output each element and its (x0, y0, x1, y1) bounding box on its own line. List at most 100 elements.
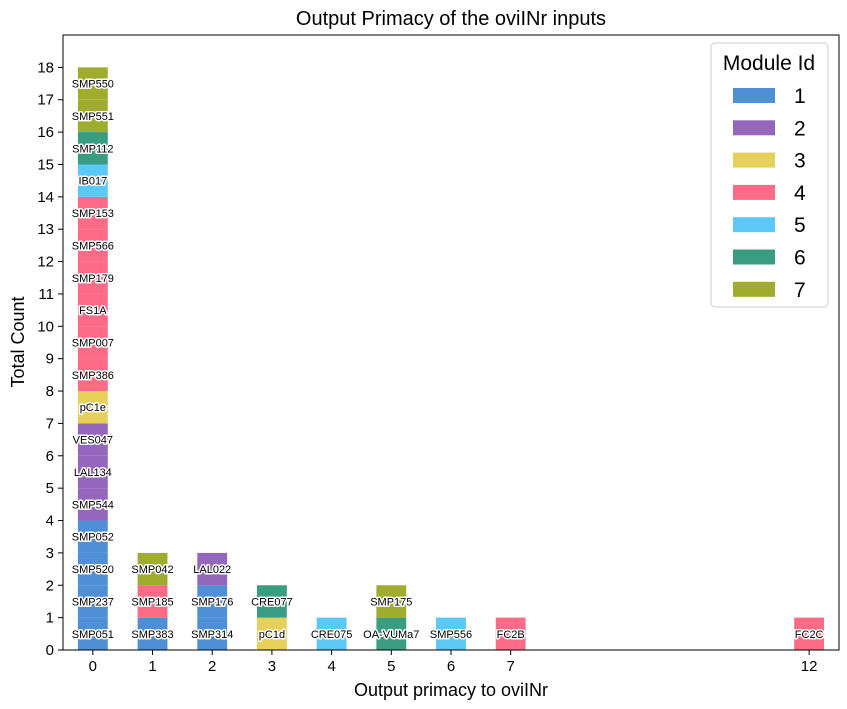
legend-swatch (733, 249, 775, 265)
bar-segment (495, 617, 526, 650)
bar-segment (77, 261, 108, 294)
segment-label: SMP042 (131, 564, 173, 576)
legend-label: 2 (794, 117, 806, 140)
segment-label: LAL134 (74, 467, 112, 479)
legend-label: 5 (794, 214, 806, 237)
bar-segment (137, 552, 168, 586)
bar-segment (77, 164, 108, 197)
bar-segment (77, 229, 108, 262)
bar-segment (77, 358, 108, 392)
x-tick-label: 3 (268, 658, 276, 675)
segment-label: SMP052 (72, 532, 114, 544)
y-tick-label: 18 (37, 59, 54, 76)
legend-label: 4 (794, 182, 806, 205)
segment-label: OA-VUMa7 (363, 629, 419, 641)
legend-swatch (733, 120, 775, 136)
segment-label: VES047 (73, 435, 113, 447)
legend-box (710, 42, 829, 308)
x-tick-label: 2 (208, 658, 216, 675)
x-tick-label: 0 (89, 658, 97, 675)
bar-segment (794, 617, 825, 650)
segment-label: SMP112 (72, 143, 113, 155)
segment-label: SMP007 (72, 338, 114, 350)
y-tick-label: 0 (46, 642, 54, 659)
segment-label: IB017 (78, 176, 107, 188)
segment-label: SMP175 (370, 596, 412, 608)
segment-label: SMP386 (72, 370, 114, 382)
bar-segment (436, 617, 466, 650)
segment-label: FS1A (79, 305, 107, 317)
bar-segment (77, 423, 108, 456)
legend-label: 7 (794, 279, 806, 302)
y-tick-label: 7 (46, 415, 54, 432)
bar-segment (77, 585, 108, 618)
bar-segment (77, 67, 108, 100)
legend-label: 1 (794, 85, 806, 108)
bar-segment (77, 617, 108, 650)
x-axis-title: Output primacy to oviINr (354, 680, 548, 700)
segment-label: SMP520 (72, 564, 114, 576)
bar-segment (77, 552, 108, 586)
segment-label: FC2B (497, 629, 525, 641)
y-tick-label: 14 (37, 189, 54, 206)
y-tick-label: 12 (37, 254, 54, 271)
y-tick-label: 5 (46, 480, 54, 497)
bar-segment (77, 132, 108, 165)
y-axis-title: Total Count (8, 296, 28, 387)
segment-label: SMP314 (191, 629, 233, 641)
y-tick-label: 10 (37, 318, 54, 335)
bar-segment (316, 617, 347, 650)
y-tick-label: 9 (46, 351, 54, 368)
segment-label: SMP556 (430, 629, 472, 641)
legend-swatch (733, 217, 775, 233)
segment-label: CRE075 (311, 629, 353, 641)
plot-frame (62, 34, 840, 651)
segment-label: SMP051 (72, 629, 114, 641)
bar-segment (376, 585, 407, 618)
bar-segment (137, 585, 168, 618)
y-tick-label: 4 (46, 513, 54, 530)
segment-label: SMP550 (72, 79, 114, 91)
x-tick-label: 7 (507, 658, 515, 675)
bar-segment (77, 196, 108, 230)
bar-segment (197, 617, 228, 650)
y-tick-label: 2 (46, 577, 54, 594)
bar-segment (77, 326, 108, 359)
segment-label: pC1d (259, 629, 285, 641)
y-tick-label: 13 (37, 221, 54, 238)
y-tick-label: 17 (37, 92, 54, 109)
segment-label: LAL022 (193, 564, 231, 576)
bar-segment (77, 455, 108, 489)
x-tick-label: 5 (387, 658, 395, 675)
y-tick-label: 8 (46, 383, 54, 400)
chart-title: Output Primacy of the oviINr inputs (296, 8, 606, 30)
segment-label: SMP176 (191, 596, 233, 608)
x-tick-label: 4 (327, 658, 335, 675)
legend-title: Module Id (723, 52, 815, 75)
segment-label: SMP185 (131, 596, 173, 608)
segment-label: pC1e (80, 402, 106, 414)
legend-label: 3 (794, 150, 806, 173)
segment-label: SMP237 (72, 596, 114, 608)
legend-swatch (733, 184, 775, 200)
segment-label: SMP544 (72, 499, 114, 511)
segment-label: SMP566 (72, 240, 114, 252)
legend-swatch (733, 88, 775, 103)
y-tick-label: 16 (37, 124, 54, 141)
y-tick-label: 11 (38, 286, 54, 303)
x-tick-label: 12 (801, 658, 818, 675)
legend-swatch (733, 152, 775, 168)
segment-label: FC2C (795, 629, 824, 641)
segment-label: CRE077 (251, 596, 293, 608)
bar-segment (77, 391, 108, 424)
bar-segment (376, 617, 407, 650)
segment-label: SMP551 (72, 111, 114, 123)
bar-segment (197, 552, 228, 586)
x-tick-label: 6 (447, 658, 455, 675)
bar-segment (137, 617, 168, 650)
bar-segment (257, 585, 287, 618)
y-tick-label: 15 (37, 156, 54, 173)
bar-segment (257, 617, 287, 650)
x-tick-label: 1 (148, 658, 156, 675)
